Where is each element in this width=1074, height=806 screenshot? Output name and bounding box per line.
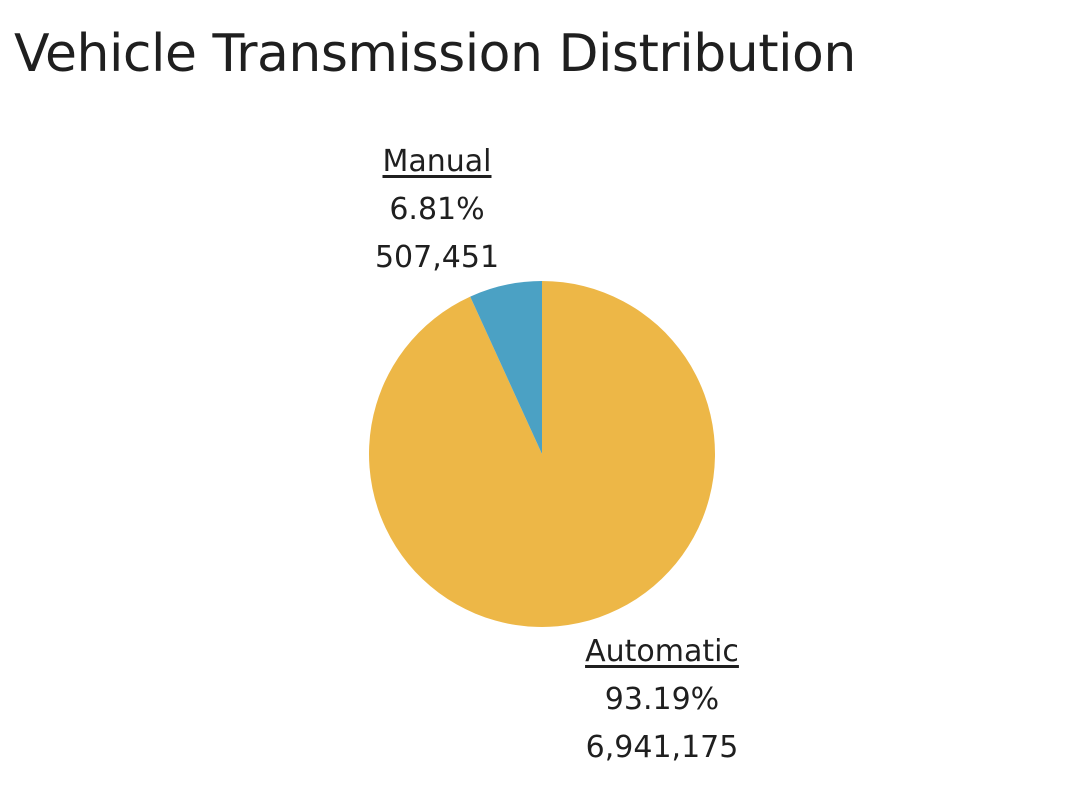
automatic-percent-label: 93.19% bbox=[604, 682, 720, 717]
pie-slice-manual bbox=[470, 281, 542, 454]
automatic-count-label: 6,941,175 bbox=[585, 730, 739, 765]
automatic-label-group: Automatic 93.19% 6,941,175 bbox=[572, 628, 752, 772]
chart-title: Vehicle Transmission Distribution bbox=[14, 24, 856, 84]
manual-slice-label: Manual bbox=[382, 144, 492, 179]
manual-label-group: Manual 6.81% 507,451 bbox=[372, 138, 502, 282]
automatic-slice-label: Automatic bbox=[585, 634, 739, 669]
manual-count-label: 507,451 bbox=[374, 240, 500, 275]
manual-percent-label: 6.81% bbox=[389, 192, 485, 227]
